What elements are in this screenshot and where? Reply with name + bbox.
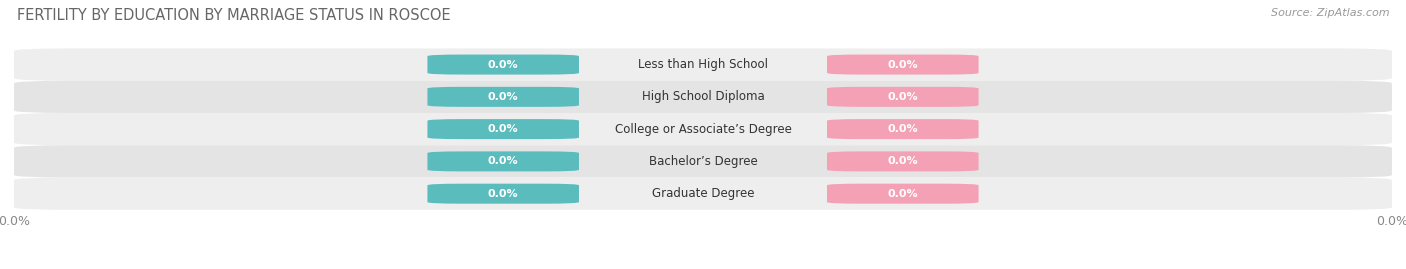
Text: 0.0%: 0.0% — [887, 189, 918, 199]
FancyBboxPatch shape — [427, 87, 579, 107]
FancyBboxPatch shape — [427, 151, 579, 171]
FancyBboxPatch shape — [14, 48, 1392, 81]
FancyBboxPatch shape — [427, 184, 579, 204]
FancyBboxPatch shape — [14, 178, 1392, 210]
FancyBboxPatch shape — [14, 113, 1392, 145]
Text: Bachelor’s Degree: Bachelor’s Degree — [648, 155, 758, 168]
Text: 0.0%: 0.0% — [887, 124, 918, 134]
FancyBboxPatch shape — [827, 184, 979, 204]
FancyBboxPatch shape — [427, 55, 579, 75]
FancyBboxPatch shape — [827, 119, 979, 139]
FancyBboxPatch shape — [14, 81, 1392, 113]
Text: High School Diploma: High School Diploma — [641, 90, 765, 103]
Text: College or Associate’s Degree: College or Associate’s Degree — [614, 123, 792, 136]
Text: 0.0%: 0.0% — [488, 59, 519, 70]
Text: Graduate Degree: Graduate Degree — [652, 187, 754, 200]
Text: Source: ZipAtlas.com: Source: ZipAtlas.com — [1271, 8, 1389, 18]
Text: 0.0%: 0.0% — [488, 189, 519, 199]
FancyBboxPatch shape — [14, 145, 1392, 178]
FancyBboxPatch shape — [827, 55, 979, 75]
Text: 0.0%: 0.0% — [887, 59, 918, 70]
Text: FERTILITY BY EDUCATION BY MARRIAGE STATUS IN ROSCOE: FERTILITY BY EDUCATION BY MARRIAGE STATU… — [17, 8, 450, 23]
Text: 0.0%: 0.0% — [488, 92, 519, 102]
FancyBboxPatch shape — [827, 87, 979, 107]
FancyBboxPatch shape — [827, 151, 979, 171]
Text: 0.0%: 0.0% — [887, 156, 918, 167]
Text: Less than High School: Less than High School — [638, 58, 768, 71]
FancyBboxPatch shape — [427, 119, 579, 139]
Text: 0.0%: 0.0% — [488, 156, 519, 167]
Text: 0.0%: 0.0% — [887, 92, 918, 102]
Text: 0.0%: 0.0% — [488, 124, 519, 134]
